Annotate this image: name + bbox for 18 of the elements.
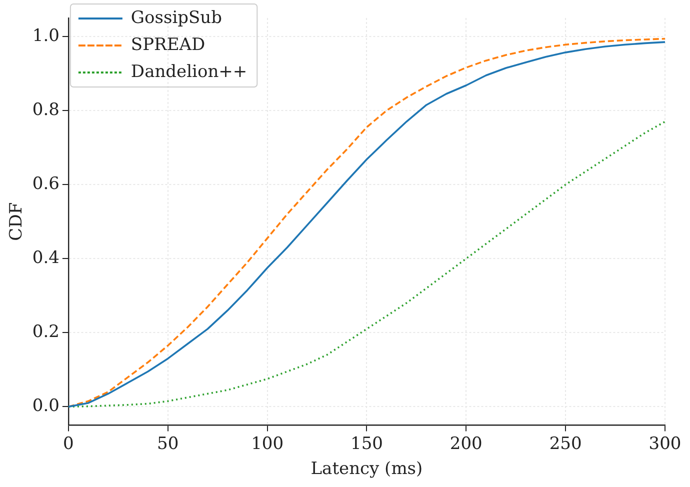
- y-tick-label: 1.0: [32, 26, 60, 46]
- legend-label: GossipSub: [130, 8, 222, 28]
- y-tick-label: 0.6: [32, 174, 60, 194]
- y-tick-label: 0.8: [32, 100, 60, 120]
- x-tick-label: 200: [450, 434, 482, 454]
- y-tick-label: 0.4: [32, 248, 60, 268]
- y-tick-label: 0.0: [32, 396, 60, 416]
- x-tick-label: 250: [549, 434, 582, 454]
- x-tick-label: 100: [251, 434, 284, 454]
- legend-label: Dandelion++: [130, 62, 248, 82]
- legend-label: SPREAD: [130, 34, 206, 55]
- x-tick-label: 50: [157, 434, 179, 454]
- x-axis-title: Latency (ms): [310, 459, 423, 480]
- x-tick-label: 150: [350, 434, 383, 454]
- x-tick-label: 300: [648, 434, 682, 454]
- x-tick-label: 0: [63, 434, 74, 454]
- y-axis-title: CDF: [6, 202, 27, 241]
- y-tick-label: 0.2: [32, 322, 60, 342]
